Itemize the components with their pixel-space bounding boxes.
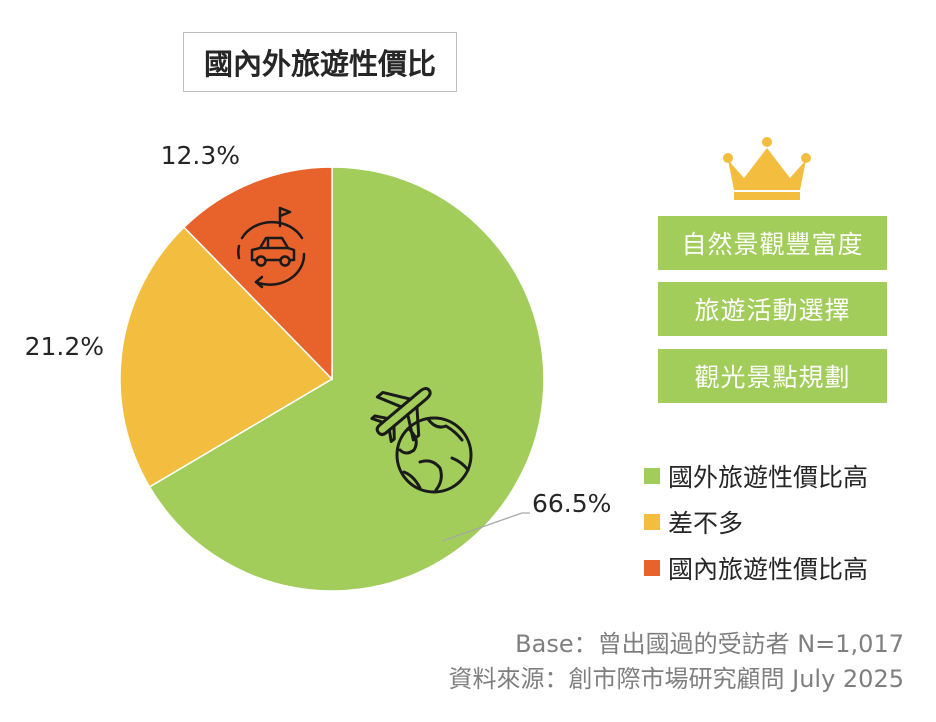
footer-base: Base：曾出國過的受訪者 N=1,017 — [515, 630, 904, 658]
pie-data-label: 21.2% — [25, 332, 104, 361]
legend-item: 國外旅遊性價比高 — [644, 453, 868, 499]
pie-slice — [148, 166, 545, 592]
pie-slices — [119, 166, 545, 592]
pie-data-label: 12.3% — [161, 141, 240, 170]
legend-label: 國內旅遊性價比高 — [668, 555, 869, 584]
car-round-trip-icon — [237, 206, 306, 289]
legend-swatch — [644, 468, 660, 484]
pie-slice — [119, 226, 334, 488]
legend-item: 差不多 — [644, 499, 868, 545]
tag-natural-scenery: 自然景觀豐富度 — [658, 216, 887, 270]
crown-icon — [723, 137, 811, 200]
legend-swatch — [644, 514, 660, 530]
pie-data-labels: 66.5% 21.2% 12.3% — [25, 141, 611, 542]
pie-data-label: 66.5% — [532, 489, 611, 518]
tag-activity-options: 旅遊活動選擇 — [658, 282, 887, 336]
legend-item: 國內旅遊性價比高 — [644, 545, 868, 591]
legend-label: 差不多 — [668, 509, 744, 538]
legend-label: 國外旅遊性價比高 — [668, 463, 869, 492]
tag-attraction-planning: 觀光景點規劃 — [658, 349, 887, 403]
label-leader-line — [442, 512, 530, 542]
pie-slice — [182, 166, 333, 381]
chart-title: 國內外旅遊性價比 — [183, 32, 457, 92]
legend-swatch — [644, 560, 660, 576]
airplane-globe-icon — [370, 387, 473, 494]
footer-source: 資料來源：創市際市場研究顧問 July 2025 — [448, 665, 905, 693]
chart-legend: 國外旅遊性價比高 差不多 國內旅遊性價比高 — [644, 453, 868, 591]
